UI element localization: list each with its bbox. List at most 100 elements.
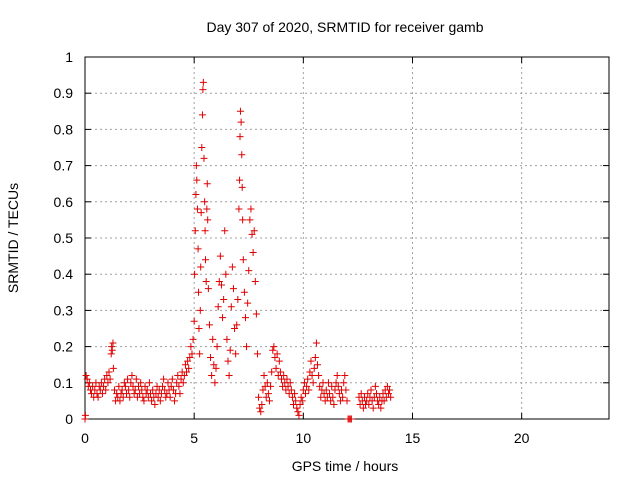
data-point	[210, 361, 218, 369]
data-point	[81, 411, 89, 419]
data-point	[295, 411, 303, 419]
data-point	[188, 350, 196, 358]
y-tick-label: 0.7	[54, 158, 74, 174]
data-point	[364, 390, 372, 398]
data-point	[198, 144, 206, 151]
data-point	[377, 404, 385, 412]
data-point	[187, 343, 195, 351]
data-point	[280, 372, 288, 380]
data-point	[371, 382, 379, 390]
y-tick-label: 0	[65, 411, 73, 427]
data-point	[236, 107, 244, 115]
data-point	[239, 216, 247, 224]
grid-lines	[85, 57, 609, 419]
data-point	[317, 393, 325, 401]
data-point	[222, 270, 230, 278]
y-axis-label: SRMTID / TECUs	[5, 183, 21, 293]
data-point	[177, 375, 185, 383]
data-point	[115, 382, 123, 390]
data-point	[316, 382, 324, 390]
data-point	[340, 379, 348, 387]
data-point	[224, 357, 232, 365]
data-point	[257, 408, 265, 416]
data-point	[179, 379, 187, 387]
data-point	[160, 375, 168, 383]
data-point	[174, 372, 182, 380]
data-point	[204, 216, 212, 224]
data-point	[302, 390, 310, 398]
data-point	[118, 386, 126, 394]
data-point	[336, 397, 344, 405]
data-point	[151, 401, 159, 409]
x-tick-label: 10	[296, 430, 312, 446]
data-point	[259, 386, 267, 394]
data-point	[303, 382, 311, 390]
data-point	[105, 368, 113, 376]
data-point	[237, 118, 245, 126]
data-point	[176, 390, 184, 398]
data-point	[106, 375, 114, 383]
data-point	[200, 154, 208, 162]
data-point	[383, 382, 391, 390]
data-point	[251, 277, 259, 285]
data-point	[311, 353, 319, 361]
data-point	[94, 393, 102, 401]
data-point	[207, 353, 215, 361]
data-point	[163, 390, 171, 398]
data-point	[335, 390, 343, 398]
data-point	[245, 267, 253, 275]
data-point	[192, 191, 200, 199]
data-point	[209, 335, 217, 343]
data-point	[195, 325, 203, 332]
data-point	[198, 111, 206, 119]
data-point	[273, 350, 281, 358]
data-point	[260, 372, 268, 380]
data-point	[197, 209, 205, 217]
data-point	[327, 397, 335, 405]
data-point	[249, 248, 257, 256]
data-point	[326, 390, 334, 398]
data-point	[233, 321, 241, 329]
data-point	[293, 404, 301, 412]
data-point	[166, 393, 174, 401]
data-point	[384, 390, 392, 398]
data-point	[291, 390, 299, 398]
data-point	[126, 393, 134, 401]
data-point	[219, 314, 227, 322]
data-point	[211, 379, 219, 387]
data-point	[234, 296, 242, 304]
data-point	[246, 216, 254, 224]
data-point	[334, 382, 342, 390]
data-point	[314, 361, 322, 369]
data-point	[231, 325, 239, 332]
data-point	[164, 379, 172, 387]
x-tick-label: 20	[514, 430, 530, 446]
data-point	[286, 379, 294, 387]
data-point	[121, 382, 129, 390]
data-point	[124, 375, 132, 383]
data-point	[103, 372, 111, 380]
data-point	[100, 382, 108, 390]
data-point	[119, 393, 127, 401]
data-point	[288, 393, 296, 401]
data-points	[81, 78, 395, 423]
data-point	[202, 256, 210, 264]
data-point	[199, 86, 207, 94]
data-point	[212, 364, 220, 372]
data-point	[229, 285, 237, 293]
data-point	[108, 346, 116, 354]
data-point	[196, 306, 204, 314]
data-point	[125, 386, 133, 394]
data-point	[372, 390, 380, 398]
data-point	[332, 379, 340, 387]
data-point	[98, 390, 106, 398]
data-point	[109, 339, 117, 347]
data-point	[333, 372, 341, 380]
data-point	[107, 350, 115, 358]
data-point	[156, 397, 164, 405]
data-point	[173, 379, 181, 387]
data-point	[236, 133, 244, 141]
data-point	[149, 386, 157, 394]
data-point	[298, 397, 306, 405]
data-point	[287, 386, 295, 394]
